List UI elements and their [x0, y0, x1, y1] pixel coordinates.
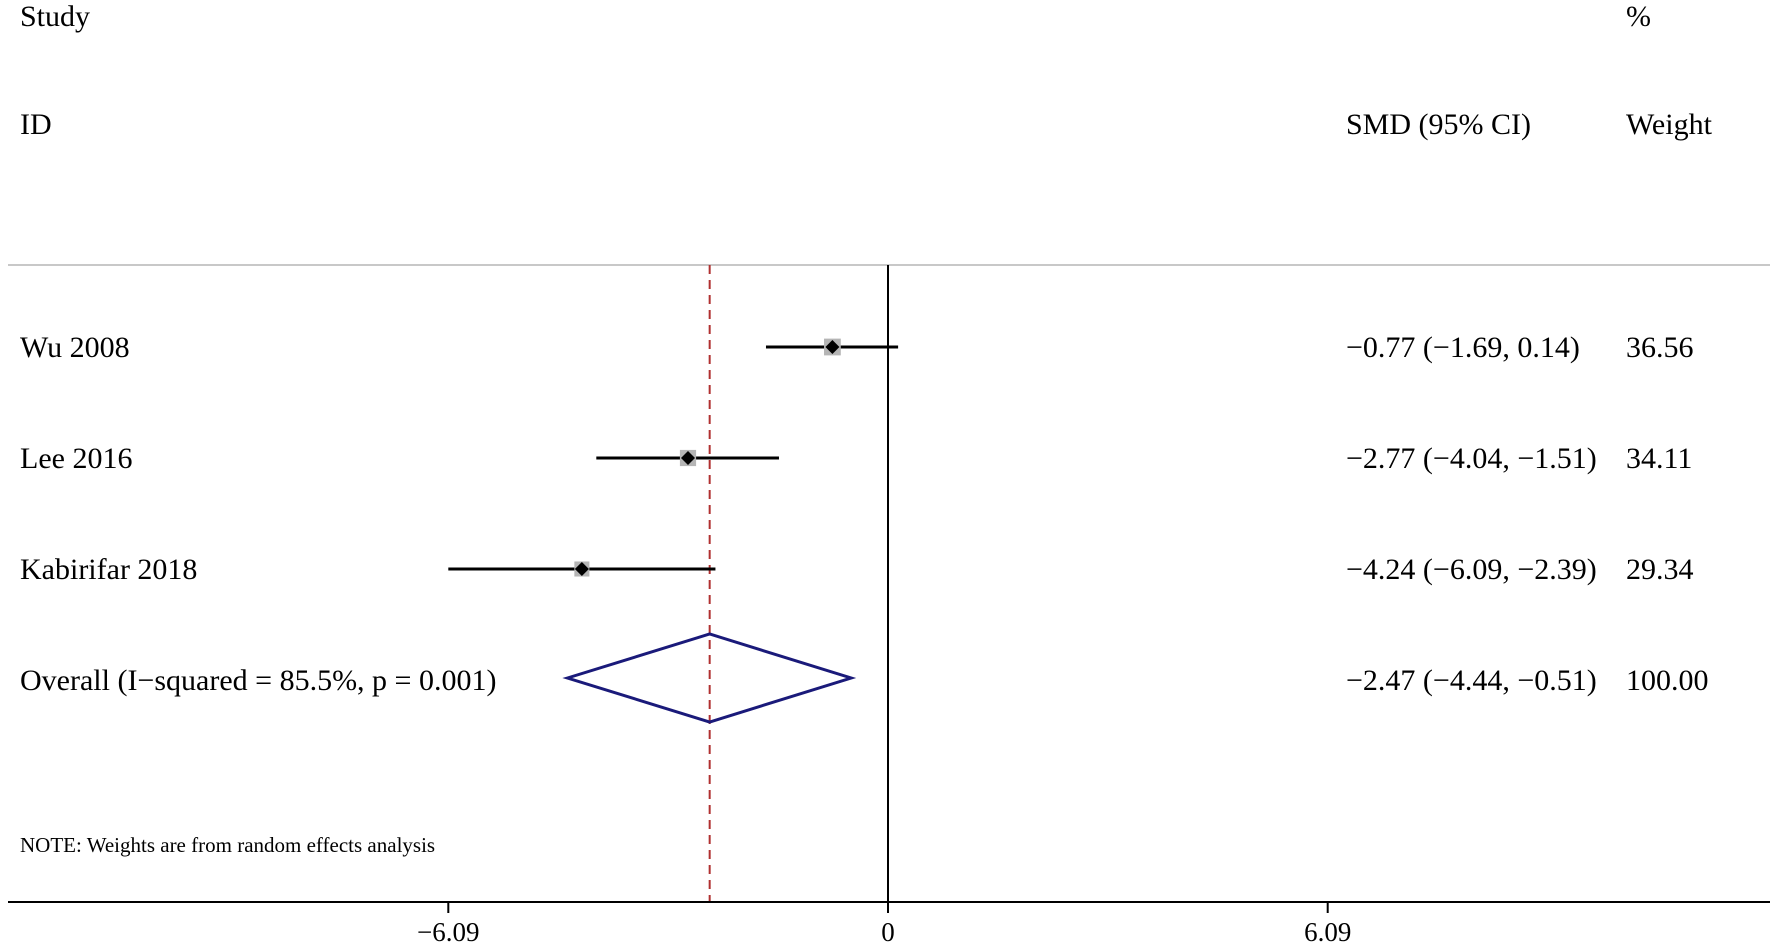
study-weight: 36.56 [1626, 331, 1694, 364]
study-weight: 34.11 [1626, 442, 1692, 475]
point-estimate [681, 451, 696, 465]
x-ticks: −6.09 0 6.09 [417, 902, 1351, 947]
point-estimate [825, 340, 840, 354]
x-tick-label: 6.09 [1304, 917, 1351, 947]
study-ci-text: −0.77 (−1.69, 0.14) [1346, 331, 1580, 364]
point-estimate [574, 562, 589, 576]
study-ci-text: −2.77 (−4.04, −1.51) [1346, 442, 1597, 475]
header-id: ID [20, 108, 52, 141]
header-percent: % [1626, 0, 1651, 33]
study-row: Lee 2016 −2.77 (−4.04, −1.51) 34.11 [20, 442, 1692, 475]
header-study: Study [20, 0, 90, 33]
study-weight: 29.34 [1626, 553, 1694, 586]
study-row: Kabirifar 2018 −4.24 (−6.09, −2.39) 29.3… [20, 553, 1694, 586]
study-label: Wu 2008 [20, 331, 130, 364]
x-tick-label: −6.09 [417, 917, 479, 947]
study-row: Wu 2008 −0.77 (−1.69, 0.14) 36.56 [20, 331, 1694, 364]
note-text: NOTE: Weights are from random effects an… [20, 833, 435, 857]
header-smd: SMD (95% CI) [1346, 108, 1531, 141]
study-label: Kabirifar 2018 [20, 553, 197, 586]
overall-row: Overall (I−squared = 85.5%, p = 0.001) −… [20, 632, 1709, 724]
study-ci-text: −4.24 (−6.09, −2.39) [1346, 553, 1597, 586]
study-label: Lee 2016 [20, 442, 132, 475]
overall-diamond [562, 632, 857, 724]
overall-ci-text: −2.47 (−4.44, −0.51) [1346, 664, 1597, 697]
header-weight: Weight [1626, 108, 1713, 141]
overall-label: Overall (I−squared = 85.5%, p = 0.001) [20, 664, 496, 697]
overall-weight: 100.00 [1626, 664, 1709, 697]
x-tick-label: 0 [881, 917, 895, 947]
